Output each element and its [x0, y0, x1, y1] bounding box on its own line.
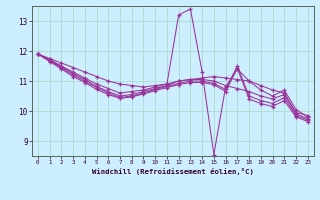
X-axis label: Windchill (Refroidissement éolien,°C): Windchill (Refroidissement éolien,°C)	[92, 168, 254, 175]
